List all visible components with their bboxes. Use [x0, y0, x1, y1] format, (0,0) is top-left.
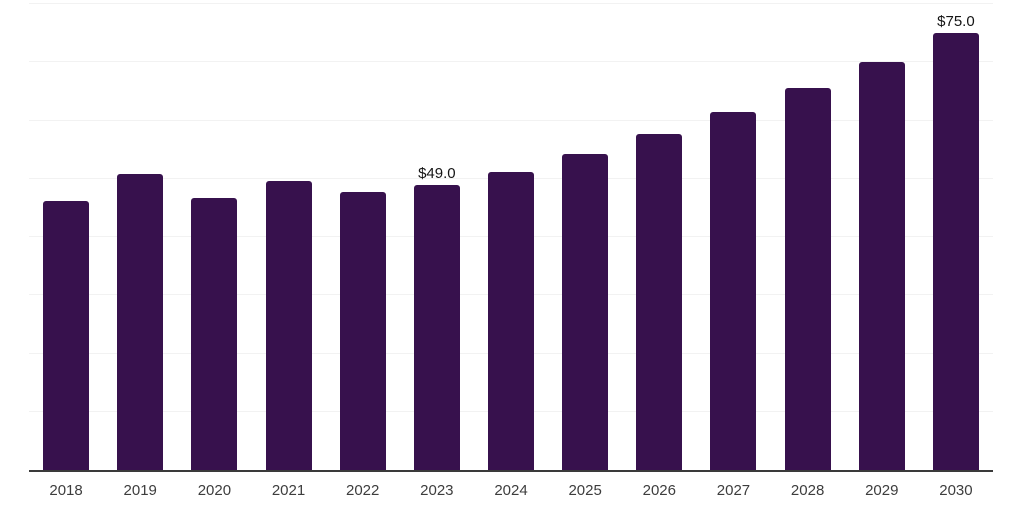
bar-2030	[932, 33, 979, 470]
bar-2028	[784, 88, 831, 470]
x-axis-tick-labels: 2018 2019 2020 2021 2022 2023 2024 2025 2026 2027…	[29, 483, 993, 503]
x-tick-label-2026: 2026	[642, 482, 676, 499]
bar-2027	[710, 112, 757, 470]
x-axis-line	[29, 470, 993, 472]
bar-2023	[413, 184, 460, 470]
x-tick-label-2019: 2019	[123, 482, 157, 499]
bar-2020	[191, 197, 238, 470]
plot-area: $49.0 $75.0	[29, 3, 993, 472]
data-label-2030: $75.0	[937, 13, 975, 31]
gridline-70	[29, 61, 993, 63]
x-tick-label-2023: 2023	[420, 482, 454, 499]
x-tick-label-2024: 2024	[494, 482, 528, 499]
bar-2025	[562, 154, 609, 470]
gridline-60	[29, 119, 993, 121]
bar-2029	[858, 61, 905, 470]
data-label-2023: $49.0	[418, 164, 456, 182]
x-tick-label-2030: 2030	[939, 482, 973, 499]
bar-2018	[43, 200, 90, 470]
bar-2026	[636, 134, 683, 470]
gridline-80	[29, 3, 993, 4]
x-tick-label-2021: 2021	[271, 482, 306, 499]
bar-2024	[488, 172, 534, 470]
x-tick-label-2020: 2020	[197, 482, 232, 499]
x-tick-label-2025: 2025	[568, 482, 602, 499]
x-tick-label-2027: 2027	[716, 482, 751, 499]
bar-2022	[339, 192, 386, 470]
x-tick-label-2022: 2022	[346, 482, 380, 499]
x-tick-label-2018: 2018	[49, 482, 83, 499]
x-tick-label-2028: 2028	[790, 482, 825, 499]
bar-2021	[265, 181, 312, 470]
bar-2019	[117, 173, 164, 470]
x-tick-label-2029: 2029	[865, 482, 899, 499]
